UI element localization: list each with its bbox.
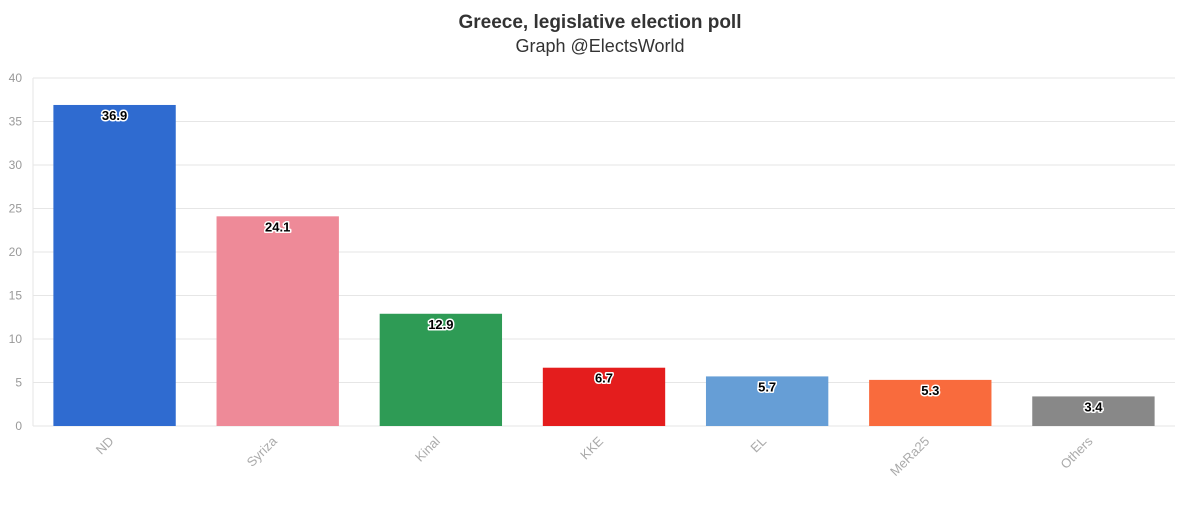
y-tick-label: 10 [9, 332, 23, 346]
x-tick-label: Others [1057, 433, 1096, 472]
x-tick-label: Kinal [412, 433, 443, 464]
bar-kinal [379, 313, 503, 426]
y-tick-label: 30 [9, 158, 23, 172]
x-tick-label: ND [93, 434, 117, 458]
bar-others [1032, 396, 1155, 426]
bars [53, 104, 1155, 426]
y-tick-label: 15 [9, 289, 23, 303]
x-tick-label: Syriza [244, 433, 281, 470]
data-label: 36.9 [102, 108, 127, 123]
y-tick-label: 5 [15, 376, 22, 390]
y-tick-label: 40 [9, 71, 23, 85]
x-tick-label: EL [747, 434, 769, 456]
bar-syriza [216, 216, 339, 426]
data-labels: 36.9 24.1 12.9 6.7 5.7 5.3 3.4 [100, 106, 1104, 415]
x-tick-label: KKE [577, 433, 606, 462]
bar-nd [53, 104, 176, 426]
data-label: 5.3 [921, 383, 939, 398]
data-label: 12.9 [428, 317, 453, 332]
x-axis-ticks: ND Syriza Kinal KKE EL MeRa25 Others [93, 433, 1096, 479]
data-label: 6.7 [595, 371, 613, 386]
data-label: 5.7 [758, 379, 776, 394]
chart-subtitle: Graph @ElectsWorld [516, 36, 685, 56]
y-axis-ticks: 0 5 10 15 20 25 30 35 40 [9, 71, 23, 433]
chart-title: Greece, legislative election poll [458, 12, 741, 33]
y-tick-label: 35 [9, 115, 23, 129]
bar-el [705, 376, 829, 426]
data-label: 3.4 [1084, 399, 1103, 414]
y-tick-label: 0 [15, 419, 22, 433]
y-tick-label: 25 [9, 202, 23, 216]
x-tick-label: MeRa25 [887, 434, 932, 479]
bar-mera25 [869, 379, 992, 426]
data-label: 24.1 [265, 219, 290, 234]
bar-kke [542, 367, 666, 426]
y-tick-label: 20 [9, 245, 23, 259]
